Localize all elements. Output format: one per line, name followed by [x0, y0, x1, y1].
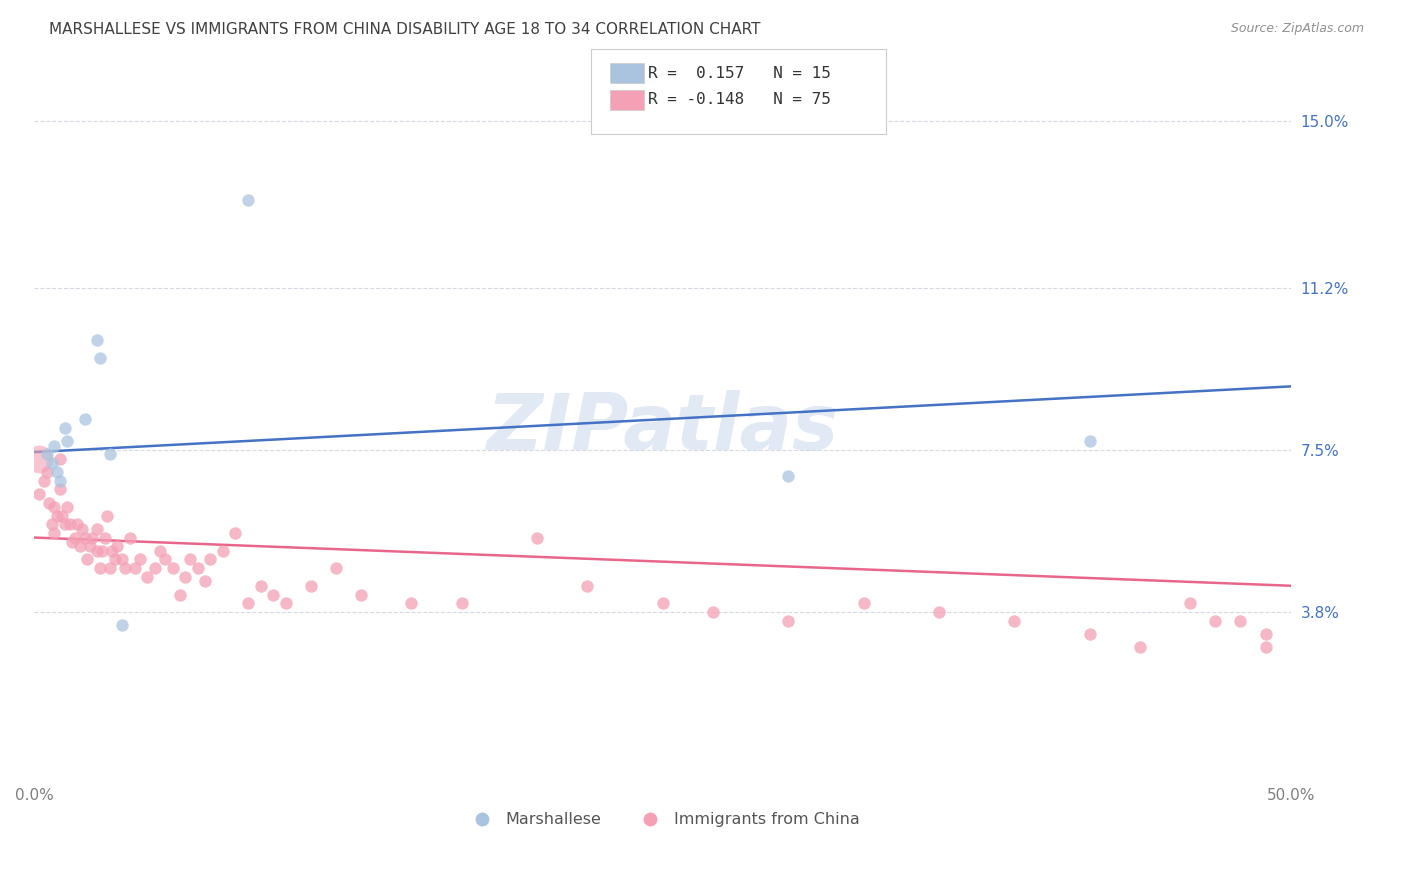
Point — [70, 522, 93, 536]
Point — [153, 552, 176, 566]
Point — [149, 543, 172, 558]
Point — [63, 531, 86, 545]
Point — [48, 483, 70, 497]
Point — [1002, 614, 1025, 628]
Point — [111, 552, 134, 566]
Point — [450, 596, 472, 610]
Point — [96, 508, 118, 523]
Point — [48, 451, 70, 466]
Point — [1254, 640, 1277, 654]
Point — [86, 334, 108, 348]
Point — [93, 531, 115, 545]
Point — [104, 552, 127, 566]
Point — [66, 517, 89, 532]
Point — [350, 588, 373, 602]
Point — [1078, 627, 1101, 641]
Point — [1180, 596, 1202, 610]
Point — [28, 451, 51, 466]
Point — [82, 531, 104, 545]
Text: MARSHALLESE VS IMMIGRANTS FROM CHINA DISABILITY AGE 18 TO 34 CORRELATION CHART: MARSHALLESE VS IMMIGRANTS FROM CHINA DIS… — [49, 22, 761, 37]
Point — [86, 543, 108, 558]
Point — [136, 570, 159, 584]
Point — [56, 500, 79, 514]
Point — [299, 579, 322, 593]
Point — [526, 531, 548, 545]
Point — [852, 596, 875, 610]
Point — [651, 596, 673, 610]
Point — [1204, 614, 1226, 628]
Point — [143, 561, 166, 575]
Point — [179, 552, 201, 566]
Point — [105, 539, 128, 553]
Point — [274, 596, 297, 610]
Point — [236, 193, 259, 207]
Point — [56, 434, 79, 449]
Point — [325, 561, 347, 575]
Point — [98, 447, 121, 461]
Point — [79, 539, 101, 553]
Point — [778, 614, 800, 628]
Point — [44, 500, 66, 514]
Point — [46, 508, 69, 523]
Point — [35, 465, 58, 479]
Point — [46, 465, 69, 479]
Point — [928, 605, 950, 619]
Point — [702, 605, 724, 619]
Point — [91, 543, 114, 558]
Point — [1229, 614, 1251, 628]
Point — [1129, 640, 1152, 654]
Point — [111, 618, 134, 632]
Point — [89, 561, 111, 575]
Text: Source: ZipAtlas.com: Source: ZipAtlas.com — [1230, 22, 1364, 36]
Point — [41, 456, 63, 470]
Text: R = -0.148   N = 75: R = -0.148 N = 75 — [648, 93, 831, 107]
Point — [89, 351, 111, 365]
Point — [44, 526, 66, 541]
Point — [1078, 434, 1101, 449]
Point — [200, 552, 222, 566]
Point — [124, 561, 146, 575]
Point — [129, 552, 152, 566]
Point — [41, 517, 63, 532]
Point — [35, 447, 58, 461]
Point — [169, 588, 191, 602]
Point — [76, 552, 98, 566]
Point — [44, 438, 66, 452]
Point — [86, 522, 108, 536]
Point — [118, 531, 141, 545]
Point — [211, 543, 233, 558]
Point — [28, 487, 51, 501]
Point — [224, 526, 246, 541]
Point — [38, 495, 60, 509]
Legend: Marshallese, Immigrants from China: Marshallese, Immigrants from China — [460, 805, 866, 834]
Point — [1254, 627, 1277, 641]
Point — [58, 517, 80, 532]
Point — [114, 561, 136, 575]
Point — [60, 535, 83, 549]
Point — [34, 474, 56, 488]
Point — [73, 531, 96, 545]
Text: R =  0.157   N = 15: R = 0.157 N = 15 — [648, 66, 831, 80]
Point — [194, 574, 217, 589]
Point — [174, 570, 197, 584]
Point — [101, 543, 124, 558]
Point — [401, 596, 423, 610]
Point — [98, 561, 121, 575]
Point — [53, 421, 76, 435]
Point — [236, 596, 259, 610]
Point — [576, 579, 599, 593]
Point — [249, 579, 271, 593]
Point — [69, 539, 91, 553]
Point — [778, 469, 800, 483]
Point — [51, 508, 73, 523]
Point — [162, 561, 184, 575]
Text: ZIPatlas: ZIPatlas — [486, 390, 838, 466]
Point — [262, 588, 284, 602]
Point — [48, 474, 70, 488]
Point — [53, 517, 76, 532]
Point — [187, 561, 209, 575]
Point — [73, 412, 96, 426]
